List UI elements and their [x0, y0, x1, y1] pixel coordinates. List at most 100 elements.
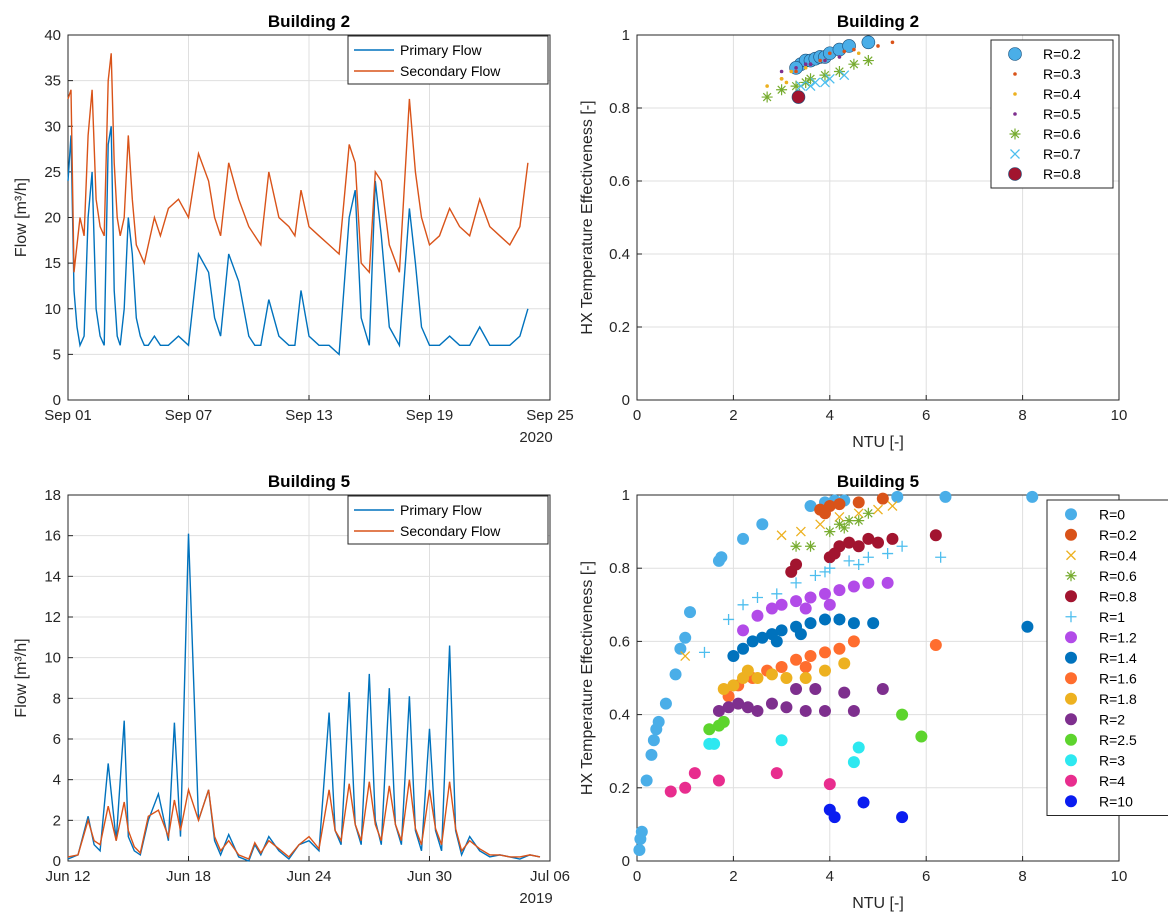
legend-marker — [1066, 550, 1076, 561]
data-point — [717, 715, 730, 728]
data-point — [843, 555, 855, 567]
data-point — [803, 62, 808, 66]
x-tick-label: 6 — [922, 868, 930, 885]
data-point — [823, 598, 836, 611]
data-point — [765, 602, 778, 615]
data-point — [862, 532, 875, 545]
legend-marker — [1013, 92, 1017, 96]
data-point — [824, 73, 835, 84]
y-tick-label: 0.2 — [609, 780, 630, 797]
data-point — [715, 551, 728, 564]
series-R=0.4 — [680, 501, 898, 661]
x-tick-label: 0 — [633, 868, 641, 885]
data-point — [652, 715, 665, 728]
data-point — [890, 40, 895, 45]
data-point — [896, 708, 909, 721]
y-tick-label: 15 — [44, 255, 61, 272]
y-tick-label: 0 — [622, 392, 630, 409]
x-axis-label: NTU [-] — [852, 434, 904, 451]
x-tick-label: 4 — [826, 868, 834, 885]
data-point — [775, 624, 788, 637]
chart-title: Building 5 — [837, 472, 919, 491]
data-point — [776, 530, 787, 541]
data-point — [779, 69, 784, 74]
legend: Primary Flow Secondary Flow — [347, 35, 549, 85]
x-tick-label: Jun 24 — [286, 868, 331, 885]
data-point — [804, 617, 817, 630]
data-point — [674, 642, 687, 655]
data-point — [803, 66, 808, 70]
legend-marker — [1065, 611, 1077, 623]
x-tick-label: Sep 01 — [44, 407, 92, 424]
data-point — [929, 639, 942, 652]
data-point — [862, 507, 874, 519]
data-point — [862, 551, 874, 563]
data-point — [847, 704, 860, 717]
data-point — [741, 664, 754, 677]
data-point — [843, 515, 855, 527]
data-point — [861, 35, 876, 50]
data-point — [833, 498, 846, 511]
data-point — [708, 737, 721, 750]
y-tick-label: 12 — [44, 609, 61, 626]
data-point — [896, 811, 909, 824]
legend-entry: R=4 — [1099, 773, 1125, 789]
data-point — [881, 576, 894, 589]
series-R=10 — [823, 796, 909, 824]
x-tick-label: 0 — [633, 407, 641, 424]
y-tick-label: 0.4 — [609, 246, 630, 263]
data-point — [727, 650, 740, 663]
data-point — [852, 540, 865, 553]
legend-entry: R=0.4 — [1043, 86, 1081, 102]
data-point — [823, 778, 836, 791]
y-axis-label: Flow [m³/h] — [13, 638, 30, 717]
y-tick-label: 0.6 — [609, 633, 630, 650]
chart-flow_b5: 0 2 4 6 8 10 12 14 16 18 Jun 12 Jun 18 Jun 24 Jun 30 J… — [13, 472, 570, 907]
data-point — [815, 519, 826, 530]
data-point — [838, 686, 851, 699]
y-tick-label: 0.8 — [609, 100, 630, 117]
series-R=1 — [698, 540, 947, 658]
legend-marker — [1065, 795, 1077, 808]
data-point — [794, 66, 798, 70]
series-R=4 — [664, 767, 836, 798]
data-point — [712, 774, 725, 787]
data-point — [847, 580, 860, 593]
y-tick-label: 10 — [44, 301, 61, 318]
data-point — [790, 653, 803, 666]
y-axis-label: HX Temperature Effectiveness [-] — [579, 561, 596, 795]
data-point — [752, 591, 763, 603]
data-point — [852, 741, 865, 754]
legend-entry: R=0 — [1099, 506, 1125, 522]
data-point — [746, 635, 759, 648]
data-point — [789, 69, 794, 74]
data-point — [839, 70, 850, 81]
data-point — [847, 635, 860, 648]
data-point — [804, 650, 817, 663]
series-R=3 — [703, 734, 865, 769]
y-tick-label: 6 — [53, 731, 61, 748]
data-point — [828, 811, 841, 824]
legend-entry: R=0.8 — [1099, 588, 1137, 604]
data-point — [818, 646, 831, 659]
data-point — [833, 66, 845, 77]
series-R=2.5 — [703, 708, 928, 743]
data-point — [780, 672, 793, 684]
y-tick-label: 0.4 — [609, 707, 630, 724]
legend-entry: R=2 — [1099, 711, 1125, 727]
x-axis-label: NTU [-] — [852, 895, 904, 912]
data-point — [732, 697, 745, 710]
series-R=0.7 — [795, 70, 850, 92]
data-point — [795, 81, 806, 92]
series-R=0.2 — [789, 35, 876, 75]
data-point — [856, 51, 861, 56]
data-point — [770, 767, 783, 780]
y-tick-label: 20 — [44, 210, 61, 227]
data-point — [640, 774, 653, 787]
chart-title: Building 2 — [268, 12, 350, 31]
axes-frame — [67, 34, 551, 401]
legend-entry: R=0.3 — [1043, 66, 1081, 82]
y-tick-label: 40 — [44, 27, 61, 44]
data-point — [680, 651, 691, 661]
legend-entry: R=1.2 — [1099, 629, 1137, 645]
